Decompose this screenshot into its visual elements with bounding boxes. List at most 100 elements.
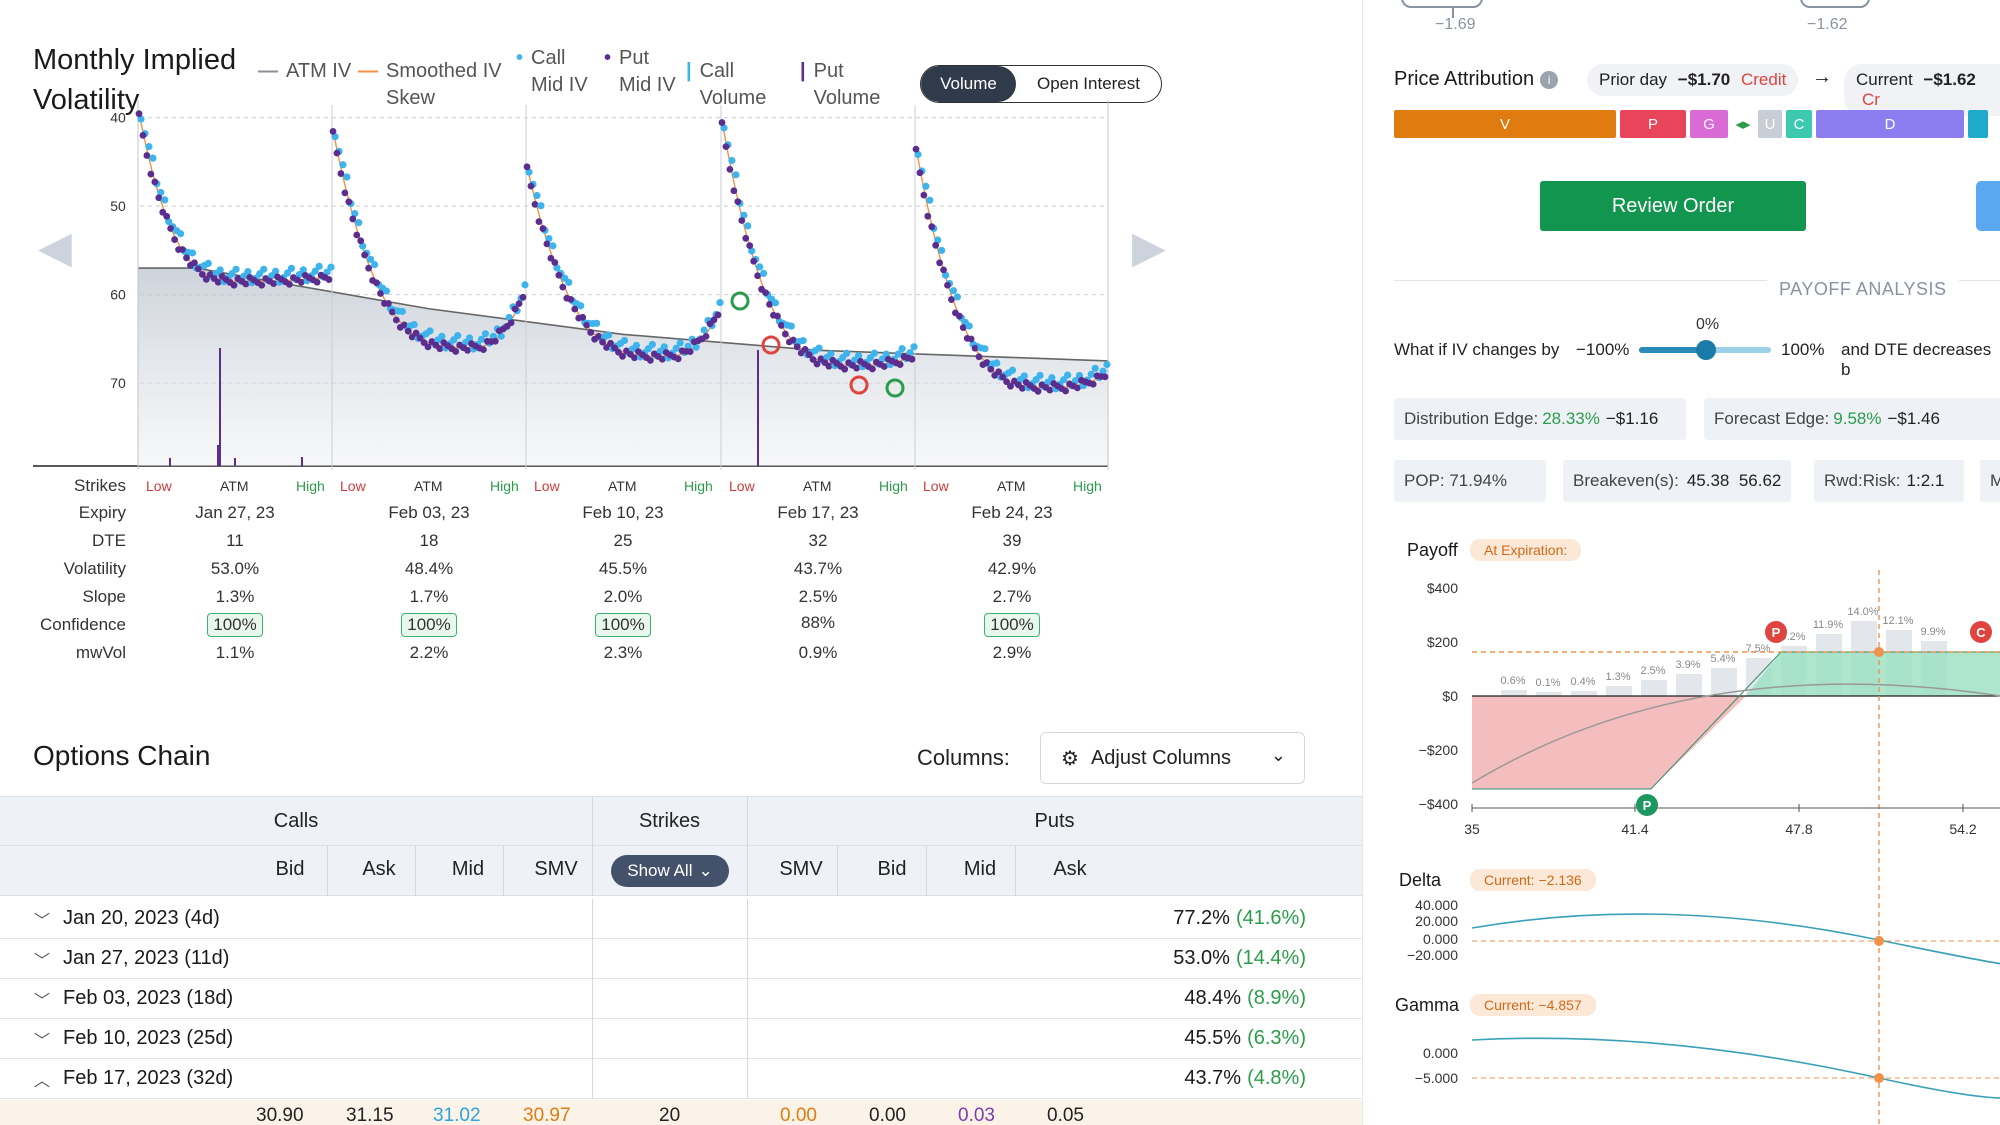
call-mid-iv-point [593, 319, 601, 327]
expiry-row-iv: 48.4% (8.9%) [1184, 987, 1306, 1010]
put-mid-iv-point [936, 259, 944, 267]
column-header-put-ask[interactable]: Ask [1053, 858, 1087, 880]
position-marker [761, 335, 781, 355]
column-header-call-ask[interactable]: Ask [362, 858, 396, 880]
attribution-segment[interactable]: G [1690, 110, 1728, 138]
calls-header: Calls [273, 810, 319, 832]
put-mid-iv-point [924, 212, 932, 220]
call-mid-iv-point [676, 339, 684, 347]
chevron-down-icon[interactable]: ﹀ [34, 1033, 51, 1050]
call-mid-iv-point [216, 266, 224, 274]
put-mid-iv-point [202, 275, 210, 283]
column-header-put-mid[interactable]: Mid [963, 858, 997, 880]
put-mid-iv-point [412, 329, 420, 337]
confidence-cell: 100% [526, 613, 720, 637]
attribution-segment[interactable]: C [1786, 110, 1812, 138]
probability-label: 1.3% [1605, 671, 1630, 683]
divider [747, 797, 748, 847]
top-control[interactable] [1800, 0, 1870, 8]
probability-label: 7.5% [1745, 643, 1770, 655]
put-mid-iv-point [143, 152, 151, 159]
put-mid-iv-point [139, 131, 147, 139]
expiry-row[interactable]: ﹀ Jan 27, 2023 (11d) 53.0% (14.4%) [0, 939, 1362, 979]
strike-atm-label: ATM [220, 478, 249, 494]
call-mid-iv-point [260, 265, 268, 273]
put-mid-iv-point [179, 246, 186, 253]
call-mid-iv-point [799, 337, 807, 345]
legend-item: • Call Mid IV [516, 45, 596, 99]
chevron-down-icon[interactable]: ﹀ [34, 953, 51, 970]
volume-oi-toggle[interactable]: Volume Open Interest [920, 65, 1162, 103]
share-button[interactable] [1976, 181, 2000, 231]
column-header-call-smv[interactable]: SMV [534, 858, 578, 880]
divider [592, 797, 593, 847]
volatility-value: 43.7% [793, 559, 843, 578]
distribution-edge-value: −$1.16 [1605, 409, 1659, 428]
call-mid-iv-point [343, 173, 351, 181]
call-mid-iv-point [632, 341, 641, 349]
prior-credit-label: Credit [1740, 70, 1787, 89]
column-header-call-bid[interactable]: Bid [275, 858, 305, 880]
options-chain-title: Options Chain [33, 740, 211, 771]
confidence-cell: 100% [332, 613, 526, 637]
put-mid-iv-point [869, 365, 876, 373]
put-mid-iv-point [880, 363, 888, 370]
attribution-segment[interactable] [1968, 110, 1988, 138]
call-mid-iv-point [398, 307, 406, 316]
adjust-columns-button[interactable]: ⚙ Adjust Columns ⌄ [1040, 732, 1305, 784]
put-mid-iv-point [789, 336, 797, 344]
expiry-row[interactable]: ﹀ Jan 20, 2023 (4d) 77.2% (41.6%) [0, 899, 1362, 939]
slope-value: 1.3% [215, 587, 255, 606]
expiry-row[interactable]: ﹀ Feb 03, 2023 (18d) 48.4% (8.9%) [0, 979, 1362, 1019]
call-mid-iv-point [728, 156, 736, 165]
strike-quote-row[interactable]: 30.90 31.15 31.02 30.97 20 0.00 0.00 0.0… [0, 1100, 1362, 1125]
chevron-down-icon[interactable]: ﹀ [34, 993, 51, 1010]
show-all-strikes-button[interactable]: Show All ⌄ [611, 855, 729, 887]
put-mid-iv-point [337, 170, 345, 177]
chevron-down-icon: ⌄ [698, 861, 713, 880]
distribution-edge-box: Distribution Edge: 28.33% −$1.16 [1394, 398, 1686, 440]
column-header-put-smv[interactable]: SMV [779, 858, 823, 880]
leg-marker-label: C [1976, 625, 1986, 640]
distribution-edge-label: Distribution Edge: [1404, 409, 1539, 428]
attribution-segment[interactable]: ◂▸ [1732, 110, 1754, 138]
top-control[interactable] [1401, 0, 1483, 8]
divider [503, 846, 504, 896]
put-mid-iv-point [194, 265, 202, 273]
expiry-row[interactable]: ﹀ Feb 10, 2023 (25d) 45.5% (6.3%) [0, 1019, 1362, 1059]
put-mid-iv-point [539, 225, 547, 232]
put-mid-iv-point [313, 278, 321, 286]
stats-row-label: Confidence [39, 615, 126, 634]
chevron-up-icon[interactable]: ︿ [34, 1073, 51, 1090]
attribution-bar[interactable]: V P G ◂▸ U C D [1394, 110, 1992, 138]
review-order-button[interactable]: Review Order [1540, 181, 1806, 231]
put-mid-iv-point [971, 344, 979, 352]
call-mid-iv-point [854, 352, 863, 360]
attribution-segment[interactable]: U [1758, 110, 1782, 138]
put-mid-iv-point [341, 189, 349, 197]
gear-icon: ⚙ [1061, 747, 1079, 770]
expiry-row[interactable]: ︿ Feb 17, 2023 (32d) 43.7% (4.8%) [0, 1059, 1362, 1099]
attribution-segment[interactable]: D [1816, 110, 1964, 138]
put-mid-iv-point [258, 281, 266, 289]
volatility-value: 42.9% [987, 559, 1037, 578]
call-mid-iv-point [906, 349, 914, 357]
call-mid-iv-point [993, 359, 1001, 367]
breakeven-box: Breakeven(s): 45.38 56.62 [1563, 460, 1791, 502]
chart-next-arrow-icon[interactable]: ▶ [1132, 223, 1166, 272]
call-mid-iv-point [477, 335, 486, 343]
iv-slider-handle[interactable] [1696, 340, 1716, 360]
expiry-row-label: Jan 27, 2023 (11d) [63, 947, 230, 969]
info-icon[interactable]: i [1540, 71, 1559, 89]
toggle-open-interest[interactable]: Open Interest [1036, 74, 1140, 93]
call-mid-iv-point [759, 269, 768, 277]
toggle-volume[interactable]: Volume [921, 66, 1016, 102]
column-header-put-bid[interactable]: Bid [877, 858, 907, 880]
attribution-segment[interactable]: P [1620, 110, 1686, 138]
column-header-call-mid[interactable]: Mid [451, 858, 485, 880]
call-mid-iv-point [878, 355, 886, 363]
position-marker [730, 291, 750, 311]
attribution-segment[interactable]: V [1394, 110, 1616, 138]
chevron-down-icon[interactable]: ﹀ [34, 913, 51, 930]
chart-prev-arrow-icon[interactable]: ◀ [38, 223, 72, 272]
